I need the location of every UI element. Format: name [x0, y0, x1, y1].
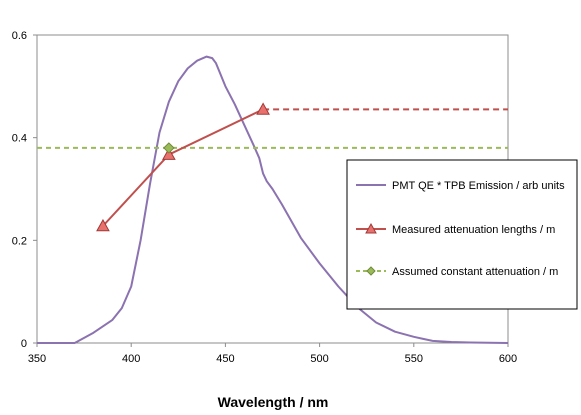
triangle-marker: [162, 147, 176, 160]
x-axis-title: Wavelength / nm: [218, 394, 329, 410]
series-layer: [37, 55, 509, 344]
x-tick-label: 550: [405, 353, 423, 365]
legend: PMT QE * TPB Emission / arb units Measure…: [346, 159, 578, 310]
x-tick-label: 600: [499, 353, 517, 365]
triangle-marker: [365, 222, 377, 234]
diamond-marker: [163, 142, 175, 154]
x-tick-label: 500: [310, 353, 328, 365]
diamond-marker: [366, 266, 376, 276]
tick-labels: 350 400 450 500 550 600 0 0.2 0.4 0.6: [12, 30, 517, 365]
series-pmt-qe-line: [37, 55, 509, 344]
y-tick-label: 0.4: [12, 133, 27, 145]
legend-label-measured-attenuation: Measured attenuation lengths / m: [392, 224, 555, 236]
x-tick-label: 450: [216, 353, 234, 365]
x-tick-label: 350: [28, 353, 46, 365]
x-tick-label: 400: [122, 353, 140, 365]
triangle-marker: [96, 218, 110, 232]
triangle-marker: [256, 102, 270, 115]
y-tick-label: 0: [21, 338, 27, 350]
legend-label-pmt-qe: PMT QE * TPB Emission / arb units: [392, 180, 565, 192]
legend-label-constant-attenuation: Assumed constant attenuation / m: [392, 266, 558, 278]
series-measured-attenuation-line: [102, 108, 264, 227]
y-tick-label: 0.6: [12, 30, 27, 42]
y-tick-label: 0.2: [12, 235, 27, 247]
